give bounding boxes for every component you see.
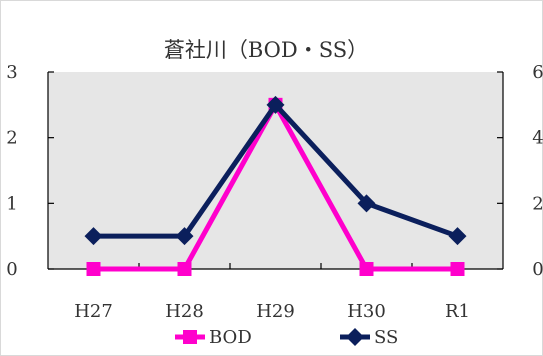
y-right-tick-label: 2 <box>532 193 543 214</box>
legend-swatch-marker <box>183 330 197 344</box>
legend-label: BOD <box>209 327 252 348</box>
data-point-bod <box>177 262 192 276</box>
data-point-ss <box>175 227 194 246</box>
data-point-bod <box>86 262 101 276</box>
x-tick-label: H27 <box>74 301 113 322</box>
legend-swatch-marker <box>346 328 364 346</box>
x-tick-label: H28 <box>165 301 204 322</box>
y-right-tick-label: 4 <box>532 128 543 149</box>
y-right-tick-label: 6 <box>532 62 543 83</box>
legend: BOD SS <box>175 327 398 348</box>
x-tick-label: H29 <box>256 301 295 322</box>
y-right-tick-label: 0 <box>532 259 543 280</box>
x-tick-label: R1 <box>445 301 470 322</box>
y-left-tick-label: 1 <box>6 193 17 214</box>
data-point-bod <box>359 262 374 276</box>
data-point-ss <box>84 227 103 246</box>
data-point-bod <box>450 262 465 276</box>
y-left-tick-label: 0 <box>6 259 17 280</box>
data-point-ss <box>448 227 467 246</box>
data-point-ss <box>266 95 285 114</box>
y-left-tick-label: 2 <box>6 128 17 149</box>
chart-title: 蒼社川（BOD・SS） <box>164 38 368 62</box>
series-layer <box>84 95 467 276</box>
legend-label: SS <box>374 327 398 348</box>
x-tick-label: H30 <box>347 301 386 322</box>
y-left-tick-label: 3 <box>6 62 17 83</box>
data-point-ss <box>357 194 376 213</box>
